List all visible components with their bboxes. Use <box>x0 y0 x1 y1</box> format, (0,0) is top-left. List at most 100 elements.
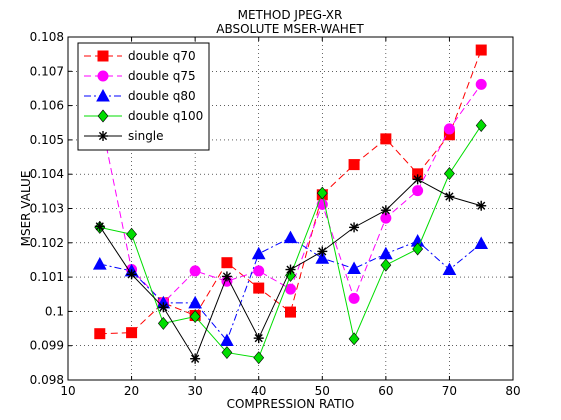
data-point-single <box>190 353 201 364</box>
legend-entry-single: single <box>84 129 164 143</box>
y-tick-label: 0.102 <box>30 236 64 250</box>
data-point-single <box>476 200 487 211</box>
data-point-single <box>380 205 391 216</box>
y-axis-label: MSER VALUE <box>19 171 33 247</box>
y-tick-label: 0.103 <box>30 202 64 216</box>
chart-title: METHOD JPEG-XR <box>238 8 343 22</box>
data-point-double-q100 <box>412 242 424 256</box>
series-double-q100 <box>94 119 487 365</box>
data-point-double-q70 <box>475 44 487 56</box>
data-point-double-q100 <box>316 186 328 200</box>
data-point-double-q75 <box>189 265 201 277</box>
data-point-double-q70 <box>221 257 233 269</box>
data-point-double-q80 <box>188 295 202 309</box>
legend-label: double q80 <box>128 89 196 103</box>
legend-label: double q100 <box>128 109 203 123</box>
legend-label: double q70 <box>128 49 196 63</box>
data-point-single <box>253 333 264 344</box>
legend-marker <box>98 131 108 141</box>
data-point-double-q80 <box>474 236 489 249</box>
star-stroke <box>477 201 486 210</box>
star-stroke <box>222 272 232 281</box>
data-point-double-q100 <box>380 258 392 272</box>
y-tick-label: 0.105 <box>30 133 64 147</box>
data-point-double-q70 <box>126 327 138 339</box>
data-point-double-q100 <box>221 346 233 360</box>
star-stroke <box>381 206 390 215</box>
data-point-double-q100 <box>253 351 265 365</box>
data-point-double-q75 <box>475 78 487 90</box>
data-point-double-q75 <box>412 185 424 197</box>
star-stroke <box>445 192 454 201</box>
data-point-double-q70 <box>380 133 392 145</box>
x-tick-label: 50 <box>315 384 330 398</box>
y-tick-label: 0.104 <box>30 167 64 181</box>
x-tick-label: 10 <box>60 384 75 398</box>
legend-entry-double-q75: double q75 <box>84 69 196 83</box>
data-point-single <box>158 302 169 313</box>
star-stroke <box>349 223 359 232</box>
data-point-single <box>349 222 360 233</box>
x-tick-label: 60 <box>378 384 393 398</box>
data-point-double-q80 <box>315 251 330 264</box>
data-point-double-q75 <box>348 292 360 304</box>
data-point-double-q80 <box>347 261 361 275</box>
y-tick-label: 0.101 <box>30 270 64 284</box>
y-tick-label: 0.098 <box>30 373 64 387</box>
star-stroke <box>413 175 422 184</box>
axes: 10 20 30 40 50 60 70 80 0.098 0.099 0.1 0.101 0.102 0… <box>30 30 521 398</box>
x-tick-label: 30 <box>188 384 203 398</box>
data-point-double-q70 <box>348 159 360 171</box>
data-point-double-q80 <box>251 246 266 260</box>
series-layer <box>92 44 489 365</box>
data-point-single <box>94 221 105 232</box>
y-tick-label: 0.108 <box>30 30 64 44</box>
data-point-single <box>317 246 328 257</box>
data-point-double-q80 <box>92 257 107 270</box>
y-tick-label: 0.107 <box>30 64 64 78</box>
data-point-single <box>285 264 296 275</box>
data-point-double-q100 <box>189 310 201 324</box>
legend-marker <box>97 109 109 123</box>
x-tick-label: 80 <box>505 384 520 398</box>
legend: double q70 double q75 double q80 double q10… <box>77 42 210 151</box>
star-stroke <box>318 247 327 256</box>
plot-border <box>67 36 514 381</box>
data-point-double-q100 <box>348 332 360 346</box>
legend-marker <box>97 70 109 82</box>
data-point-single <box>412 174 423 185</box>
y-tick-label: 0.106 <box>30 99 64 113</box>
data-point-double-q70 <box>253 282 265 294</box>
data-point-double-q80 <box>442 262 457 276</box>
y-tick-label: 0.1 <box>45 304 64 318</box>
star-stroke <box>286 265 295 274</box>
legend-entry-double-q80: double q80 <box>84 88 196 103</box>
legend-entry-double-q70: double q70 <box>84 49 196 63</box>
data-point-double-q100 <box>475 119 487 132</box>
star-stroke <box>254 334 263 343</box>
data-point-double-q75 <box>253 265 265 277</box>
star-stroke <box>95 222 104 231</box>
legend-marker <box>96 88 110 102</box>
star-stroke <box>191 354 200 363</box>
x-tick-label: 40 <box>251 384 266 398</box>
y-tick-label: 0.099 <box>30 339 64 353</box>
data-point-double-q70 <box>285 306 296 318</box>
data-point-single <box>126 269 137 280</box>
data-point-double-q80 <box>283 230 298 244</box>
legend-label: double q75 <box>128 69 196 83</box>
legend-label: single <box>128 129 164 143</box>
star-stroke <box>98 131 108 141</box>
x-tick-label: 70 <box>442 384 457 398</box>
data-point-single <box>444 191 455 202</box>
chart-subtitle: ABSOLUTE MSER-WAHET <box>216 22 364 36</box>
x-axis-label: COMPRESSION RATIO <box>227 397 355 411</box>
x-tick-label: 20 <box>124 384 139 398</box>
data-point-double-q100 <box>157 316 169 330</box>
data-point-double-q75 <box>443 123 455 135</box>
data-point-double-q80 <box>220 333 234 347</box>
data-point-double-q100 <box>126 227 137 241</box>
legend-marker <box>97 50 109 62</box>
star-stroke <box>127 270 136 279</box>
